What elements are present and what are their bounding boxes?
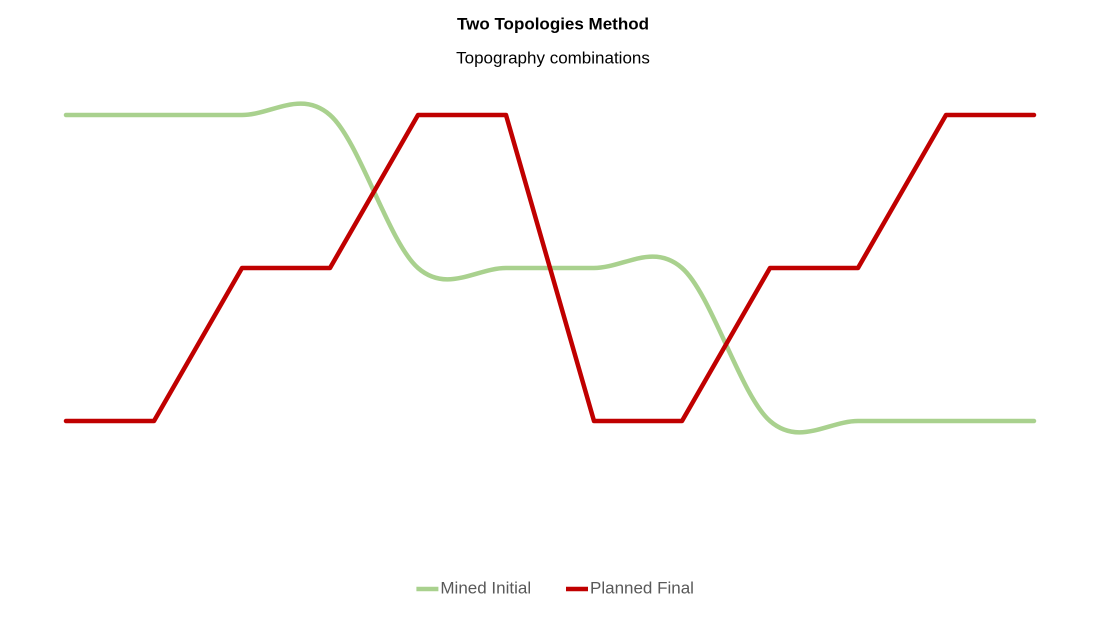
chart-subtitle: Topography combinations [456, 48, 650, 67]
chart-title: Two Topologies Method [457, 14, 649, 33]
series-line [63, 112, 1037, 424]
legend-label: Mined Initial [440, 578, 531, 597]
legend-label: Planned Final [590, 578, 694, 597]
